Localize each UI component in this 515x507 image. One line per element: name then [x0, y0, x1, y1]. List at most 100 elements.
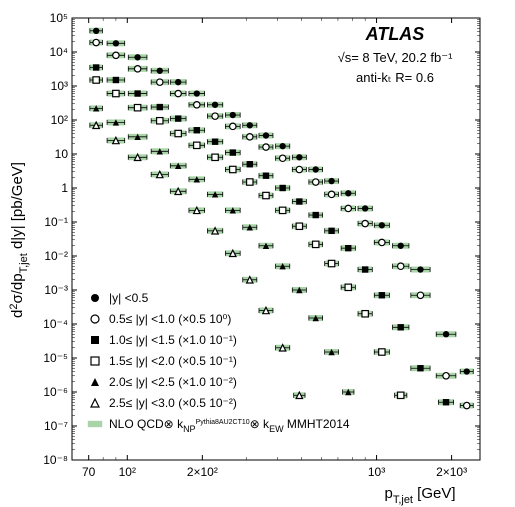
marker-square-filled-icon — [194, 127, 200, 133]
marker-circle-open-icon — [345, 205, 351, 211]
legend-label: 1.5≤ |y| <2.0 (×0.5 10⁻¹) — [109, 354, 237, 368]
marker-circle-filled-icon — [134, 54, 140, 60]
marker-band-icon — [88, 421, 102, 427]
marker-circle-open-icon — [134, 66, 140, 72]
marker-circle-filled-icon — [313, 166, 319, 172]
marker-circle-filled-icon — [91, 294, 99, 302]
marker-square-filled-icon — [113, 77, 119, 83]
marker-square-open-icon — [212, 154, 218, 160]
marker-circle-filled-icon — [345, 190, 351, 196]
marker-square-filled-icon — [398, 324, 404, 330]
marker-square-filled-icon — [134, 90, 140, 96]
marker-circle-open-icon — [175, 90, 181, 96]
marker-square-open-icon — [113, 90, 119, 96]
marker-circle-open-icon — [443, 373, 449, 379]
legend-label: 2.5≤ |y| <3.0 (×0.5 10⁻²) — [109, 396, 237, 410]
marker-circle-filled-icon — [279, 143, 285, 149]
y-tick-label: 10⁴ — [49, 45, 68, 59]
y-tick-label: 10⁻³ — [44, 283, 68, 297]
marker-square-open-icon — [91, 357, 99, 365]
x-tick-label: 70 — [82, 465, 96, 479]
y-tick-label: 10⁻⁴ — [43, 317, 68, 331]
marker-circle-filled-icon — [247, 122, 253, 128]
marker-circle-open-icon — [247, 134, 253, 140]
marker-square-filled-icon — [328, 228, 334, 234]
marker-square-filled-icon — [93, 64, 99, 70]
marker-square-open-icon — [379, 349, 385, 355]
x-tick-label: 2×10³ — [436, 465, 467, 479]
marker-square-filled-icon — [443, 399, 449, 405]
marker-circle-open-icon — [464, 402, 470, 408]
marker-circle-open-icon — [313, 179, 319, 185]
marker-circle-open-icon — [91, 315, 99, 323]
marker-square-open-icon — [362, 311, 368, 317]
marker-square-filled-icon — [175, 115, 181, 121]
marker-circle-open-icon — [296, 166, 302, 172]
marker-square-open-icon — [328, 260, 334, 266]
marker-circle-filled-icon — [212, 102, 218, 108]
y-tick-label: 10⁵ — [50, 11, 68, 25]
marker-circle-open-icon — [93, 39, 99, 45]
y-tick-label: 10⁻⁷ — [44, 419, 68, 433]
marker-square-open-icon — [398, 392, 404, 398]
marker-circle-filled-icon — [464, 368, 470, 374]
marker-circle-open-icon — [379, 239, 385, 245]
marker-circle-filled-icon — [113, 40, 119, 46]
legend-label: 0.5≤ |y| <1.0 (×0.5 10⁰) — [109, 312, 231, 326]
marker-circle-open-icon — [194, 102, 200, 108]
legend-label: NLO QCD⊗ kNPPythia8AU2CT10⊗ kEW MMHT2014 — [109, 417, 350, 434]
marker-circle-open-icon — [279, 155, 285, 161]
marker-square-filled-icon — [362, 266, 368, 272]
marker-square-filled-icon — [212, 139, 218, 145]
marker-square-open-icon — [175, 130, 181, 136]
x-tick-label: 10³ — [368, 465, 385, 479]
chart-title: ATLAS — [365, 24, 425, 44]
y-tick-label: 10⁻⁵ — [43, 351, 68, 365]
marker-triangle-filled-icon — [91, 378, 99, 386]
marker-square-open-icon — [263, 192, 269, 198]
marker-square-filled-icon — [91, 336, 99, 344]
marker-square-filled-icon — [379, 292, 385, 298]
marker-square-open-icon — [157, 118, 163, 124]
marker-circle-open-icon — [398, 263, 404, 269]
chart-svg: 10⁻⁸10⁻⁷10⁻⁶10⁻⁵10⁻⁴10⁻³10⁻²10⁻¹11010²10… — [0, 0, 515, 507]
marker-circle-open-icon — [113, 52, 119, 58]
marker-circle-filled-icon — [157, 68, 163, 74]
y-axis-label: d2σ/dpT,jet d|y| [pb/GeV] — [8, 162, 30, 318]
marker-circle-filled-icon — [296, 154, 302, 160]
y-tick-label: 10⁻¹ — [44, 215, 68, 229]
marker-circle-open-icon — [263, 144, 269, 150]
chart-container: 10⁻⁸10⁻⁷10⁻⁶10⁻⁵10⁻⁴10⁻³10⁻²10⁻¹11010²10… — [0, 0, 515, 507]
marker-square-filled-icon — [247, 161, 253, 167]
marker-square-filled-icon — [157, 104, 163, 110]
chart-subtitle1: √s= 8 TeV, 20.2 fb⁻¹ — [338, 50, 453, 65]
marker-circle-filled-icon — [263, 132, 269, 138]
marker-square-open-icon — [345, 284, 351, 290]
y-tick-label: 10⁻² — [44, 249, 68, 263]
marker-square-open-icon — [296, 223, 302, 229]
marker-circle-open-icon — [157, 79, 163, 85]
marker-circle-filled-icon — [417, 266, 423, 272]
marker-circle-open-icon — [230, 123, 236, 129]
marker-circle-filled-icon — [379, 222, 385, 228]
marker-circle-open-icon — [212, 113, 218, 119]
y-tick-label: 10⁻⁶ — [43, 385, 68, 399]
marker-square-filled-icon — [417, 365, 423, 371]
legend-label: 2.0≤ |y| <2.5 (×1.0 10⁻²) — [109, 375, 237, 389]
marker-circle-filled-icon — [93, 28, 99, 34]
marker-circle-filled-icon — [362, 205, 368, 211]
y-tick-label: 10 — [55, 147, 69, 161]
marker-square-open-icon — [247, 179, 253, 185]
marker-square-open-icon — [134, 105, 140, 111]
marker-circle-filled-icon — [328, 178, 334, 184]
chart-subtitle2: anti-kₜ R= 0.6 — [356, 70, 434, 85]
marker-square-filled-icon — [279, 185, 285, 191]
y-tick-label: 1 — [61, 181, 68, 195]
marker-square-filled-icon — [345, 245, 351, 251]
y-tick-label: 10² — [51, 113, 68, 127]
marker-circle-filled-icon — [194, 90, 200, 96]
marker-circle-open-icon — [417, 292, 423, 298]
legend-label: |y| <0.5 — [109, 291, 149, 305]
x-axis-label: pT,jet [GeV] — [384, 485, 455, 506]
marker-square-open-icon — [230, 166, 236, 172]
